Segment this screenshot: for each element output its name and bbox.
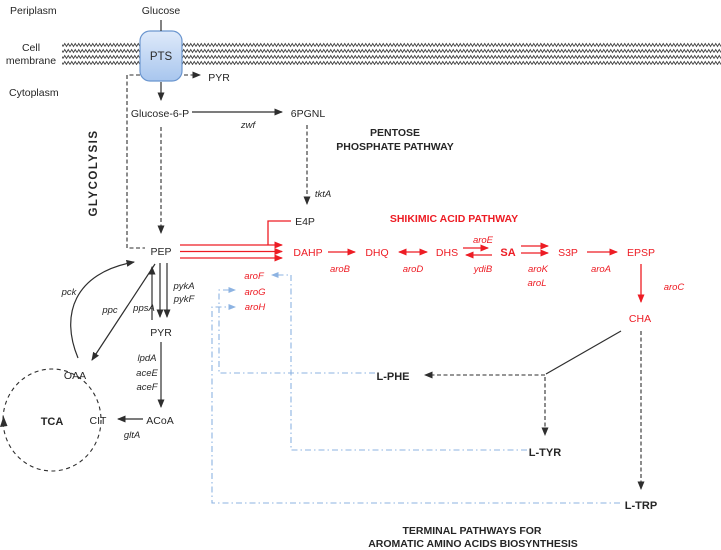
pep-to-oaa-ppc-arrow	[91, 263, 156, 361]
feedback-lines	[211, 272, 620, 504]
node-oaa: OAA	[64, 370, 86, 382]
node-e4p: E4P	[295, 216, 315, 228]
node-pyr-periplasm: PYR	[208, 72, 230, 84]
node-l-phe: L-PHE	[377, 371, 410, 383]
terminal-title-line1: TERMINAL PATHWAYS FOR	[402, 525, 541, 537]
lphe-to-arog-feedback	[218, 287, 375, 374]
gene-arof: aroF	[244, 271, 265, 282]
node-cha: CHA	[629, 313, 651, 325]
gene-aroa: aroA	[591, 264, 611, 275]
tca-cycle-circle	[2, 368, 102, 472]
ltrp-to-aroh-feedback	[211, 304, 620, 504]
gene-pykf: pykF	[173, 294, 196, 305]
cha-branch-line	[545, 330, 622, 375]
e4p-to-dahp-connector	[267, 220, 291, 245]
pts-label: PTS	[150, 51, 173, 63]
gene-arod: aroD	[403, 264, 424, 275]
pentose-title-line2: PHOSPHATE PATHWAY	[336, 141, 453, 153]
gene-aroc: aroC	[664, 282, 685, 293]
gene-ydib: ydiB	[473, 264, 493, 275]
pep-to-pts-feed-line	[126, 74, 145, 249]
gene-lpda: lpdA	[137, 353, 156, 364]
gene-arob: aroB	[330, 264, 351, 275]
node-l-trp: L-TRP	[625, 500, 657, 512]
node-dhs: DHS	[436, 247, 458, 259]
node-6pgnl: 6PGNL	[291, 108, 326, 120]
gene-arog: aroG	[244, 287, 265, 298]
gene-pck: pck	[61, 287, 78, 298]
gene-acee: aceE	[136, 368, 158, 379]
gene-ppc: ppc	[101, 305, 118, 316]
tca-cycle-arrowhead	[0, 416, 8, 427]
node-cit: CIT	[90, 415, 108, 427]
gene-tkta: tktA	[315, 189, 331, 200]
gene-zwf: zwf	[240, 120, 257, 131]
node-l-tyr: L-TYR	[529, 447, 561, 459]
node-glucose-6-p: Glucose-6-P	[131, 108, 189, 120]
cytoplasm-label: Cytoplasm	[9, 87, 59, 99]
glycolysis-title: GLYCOLYSIS	[88, 129, 100, 216]
node-epsp: EPSP	[627, 247, 655, 259]
oaa-to-pep-pck-arrow	[70, 259, 135, 359]
black-dashed-lines	[126, 71, 645, 490]
shikimic-title: SHIKIMIC ACID PATHWAY	[390, 213, 518, 225]
cell-membrane-label-line1: Cell	[22, 42, 40, 54]
gene-arol: aroL	[527, 278, 546, 289]
gene-ppsa: ppsA	[132, 303, 155, 314]
ltyr-to-arof-feedback	[271, 272, 527, 451]
gene-aroe: aroE	[473, 235, 494, 246]
node-dahp: DAHP	[293, 247, 322, 259]
cell-membrane-label-line2: membrane	[6, 55, 56, 67]
gene-arok: aroK	[528, 264, 549, 275]
node-pyr: PYR	[150, 327, 172, 339]
gene-pyka: pykA	[172, 281, 194, 292]
node-sa: SA	[500, 247, 515, 259]
node-glucose: Glucose	[142, 5, 181, 17]
node-acoa: ACoA	[146, 415, 173, 427]
red-pathway-lines	[180, 220, 645, 303]
pentose-title-line1: PENTOSE	[370, 127, 420, 139]
black-solid-lines	[70, 20, 622, 423]
node-tca: TCA	[41, 416, 64, 428]
gene-aroh: aroH	[245, 302, 266, 313]
node-dhq: DHQ	[365, 247, 388, 259]
node-s3p: S3P	[558, 247, 578, 259]
terminal-title-line2: AROMATIC AMINO ACIDS BIOSYNTHESIS	[368, 538, 578, 550]
node-pep: PEP	[150, 246, 171, 258]
periplasm-label: Periplasm	[10, 5, 57, 17]
gene-glta: gltA	[124, 430, 140, 441]
gene-acef: aceF	[136, 382, 158, 393]
